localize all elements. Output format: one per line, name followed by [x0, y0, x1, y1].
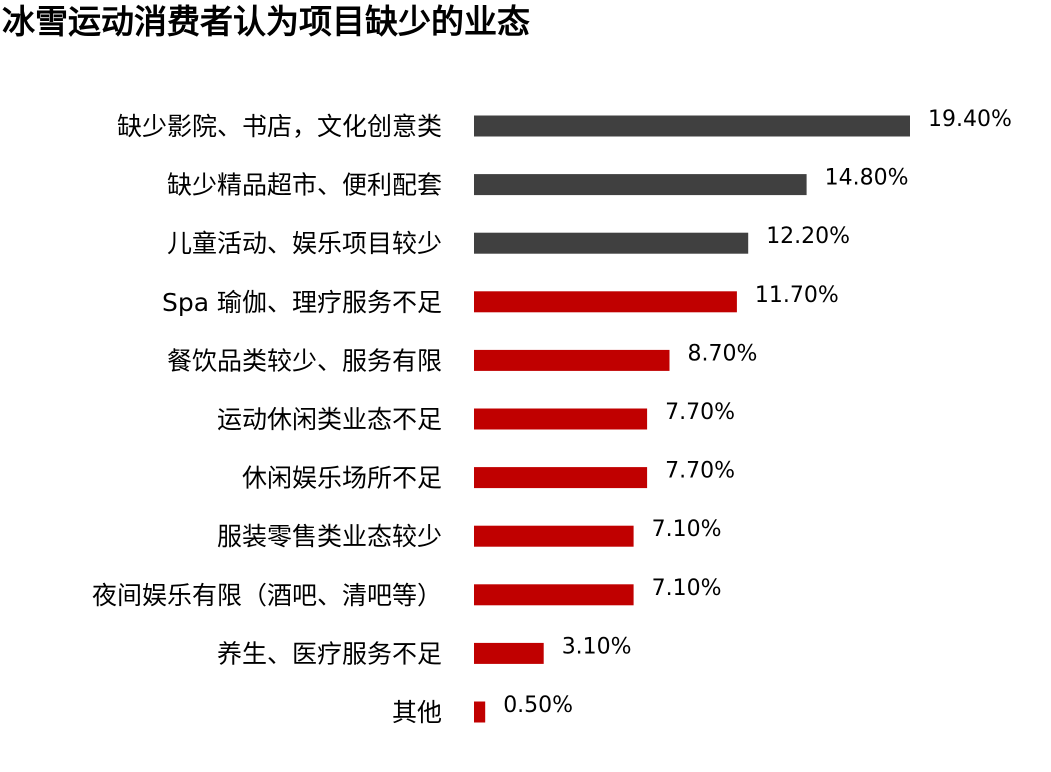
bar-7: [474, 525, 634, 547]
value-label-9: 3.10%: [562, 634, 632, 659]
value-label-5: 7.70%: [665, 400, 735, 425]
bar-5: [474, 408, 648, 430]
category-label-3: Spa 瑜伽、理疗服务不足: [162, 288, 442, 317]
category-label-8: 夜间娱乐有限（酒吧、清吧等）: [92, 581, 442, 610]
bar-9: [474, 642, 544, 664]
category-label-9: 养生、医疗服务不足: [217, 639, 442, 668]
bar-0: [474, 115, 910, 137]
value-label-4: 8.70%: [688, 341, 758, 366]
category-label-4: 餐饮品类较少、服务有限: [167, 346, 442, 375]
category-label-0: 缺少影院、书店，文化创意类: [117, 112, 442, 141]
bar-10: [474, 701, 486, 723]
value-labels-group: 19.40% 14.80% 12.20% 11.70% 8.70% 7.70% 7.70% 7…: [503, 107, 1012, 718]
bar-6: [474, 467, 648, 489]
category-label-1: 缺少精品超市、便利配套: [167, 171, 442, 200]
value-label-1: 14.80%: [825, 166, 909, 191]
value-label-3: 11.70%: [755, 283, 839, 308]
value-label-10: 0.50%: [503, 693, 573, 718]
category-label-2: 儿童活动、娱乐项目较少: [167, 229, 442, 258]
bar-3: [474, 291, 737, 313]
bars-group: [474, 115, 910, 723]
category-label-5: 运动休闲类业态不足: [217, 405, 442, 434]
chart-title: 冰雪运动消费者认为项目缺少的业态: [2, 2, 530, 41]
bar-1: [474, 174, 807, 196]
value-label-8: 7.10%: [652, 576, 722, 601]
bar-8: [474, 584, 634, 606]
category-label-6: 休闲娱乐场所不足: [242, 464, 442, 493]
category-label-7: 服装零售类业态较少: [217, 522, 442, 551]
value-label-2: 12.20%: [766, 224, 850, 249]
bar-2: [474, 232, 749, 254]
bar-4: [474, 349, 670, 371]
value-label-0: 19.40%: [928, 107, 1012, 132]
category-label-10: 其他: [392, 698, 442, 727]
value-label-7: 7.10%: [652, 517, 722, 542]
value-label-6: 7.70%: [665, 459, 735, 484]
